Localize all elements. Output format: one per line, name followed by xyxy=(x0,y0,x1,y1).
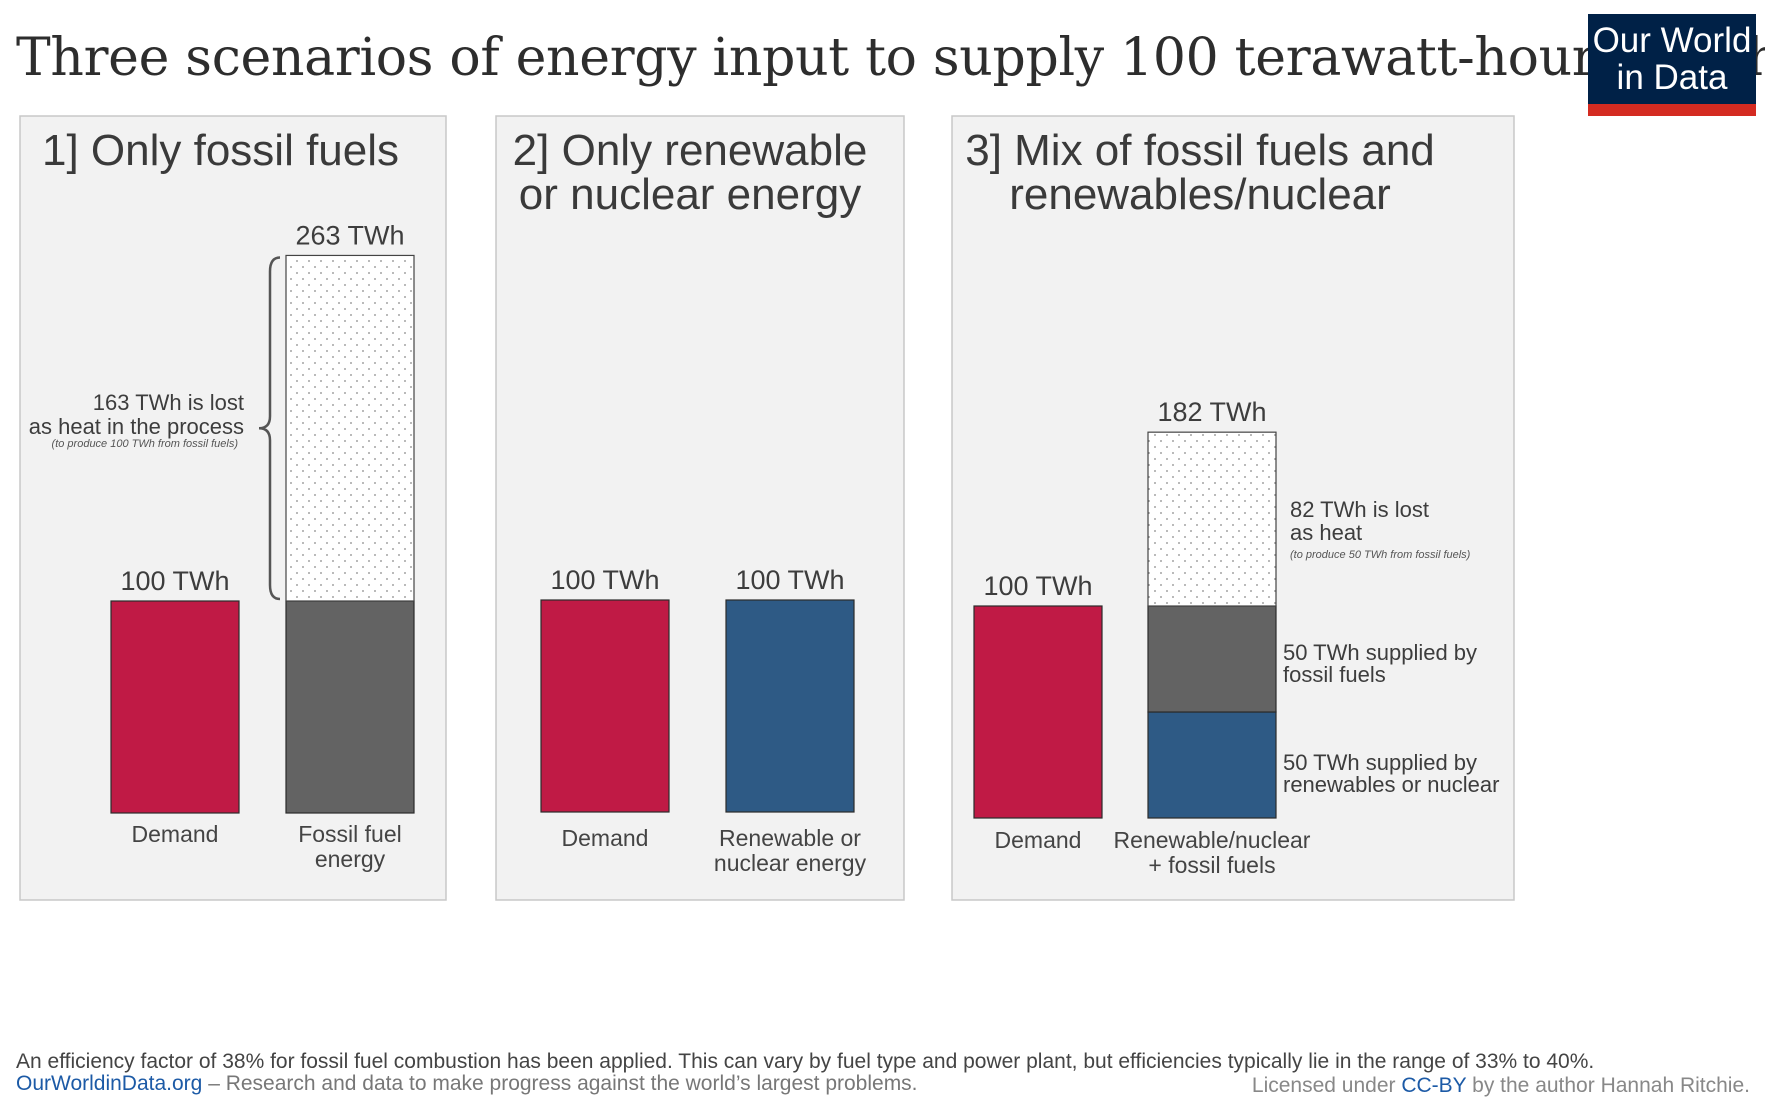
category-label: nuclear energy xyxy=(714,850,867,876)
category-label: + fossil fuels xyxy=(1148,852,1275,878)
loss-annotation-line: 163 TWh is lost xyxy=(93,390,244,415)
footer-source: OurWorldinData.org – Research and data t… xyxy=(16,1072,918,1096)
panel-2-title-line: or nuclear energy xyxy=(519,170,861,219)
panel-1-title-line: 1] Only fossil fuels xyxy=(42,126,399,175)
bar-segment-lost-as-heat xyxy=(1147,431,1277,607)
panel-3-title-line: 3] Mix of fossil fuels and xyxy=(965,126,1435,175)
loss-annotation-line: as heat in the process xyxy=(29,414,244,439)
footer-license: Licensed under CC-BY by the author Hanna… xyxy=(1252,1074,1750,1098)
bar-segment-demand xyxy=(540,599,670,813)
category-label: Demand xyxy=(132,821,219,847)
bar-total-label: 100 TWh xyxy=(120,566,229,596)
footer-tagline: – Research and data to make progress aga… xyxy=(202,1072,918,1095)
renewable-supply-annotation-line: 50 TWh supplied by xyxy=(1283,750,1477,775)
license-prefix: Licensed under xyxy=(1251,1074,1402,1097)
category-label: Renewable/nuclear xyxy=(1114,827,1311,853)
chart-title: Three scenarios of energy input to suppl… xyxy=(16,28,1765,88)
fossil-supply-annotation-line: fossil fuels xyxy=(1283,662,1386,687)
bar-total-label: 263 TWh xyxy=(295,220,404,250)
logo-line-1: Our World xyxy=(1592,21,1752,60)
loss-annotation-line: as heat xyxy=(1290,520,1362,545)
loss-annotation-note: (to produce 50 TWh from fossil fuels) xyxy=(1290,549,1471,561)
fossil-supply-annotation-line: 50 TWh supplied by xyxy=(1283,640,1477,665)
loss-brace xyxy=(258,256,281,601)
bar-segment-renewables-or-nuclear xyxy=(1147,711,1277,819)
bar-total-label: 100 TWh xyxy=(983,571,1092,601)
bar-segment-fossil-fuel-energy xyxy=(285,600,415,814)
license-link[interactable]: CC-BY xyxy=(1401,1074,1467,1097)
category-label: Renewable or xyxy=(719,825,861,851)
scenario-charts: 1] Only fossil fuels 100 TWh Demand 263 TWh… xyxy=(19,115,1515,901)
category-label: energy xyxy=(315,846,386,872)
renewable-supply-annotation-line: renewables or nuclear xyxy=(1283,772,1499,797)
bar-segment-demand xyxy=(110,600,240,814)
bar-total-label: 100 TWh xyxy=(735,565,844,595)
category-label: Demand xyxy=(562,825,649,851)
bar-segment-demand xyxy=(973,605,1103,819)
bar-segment-renewable-or-nuclear-energy xyxy=(725,599,855,813)
panel-3-title-line: renewables/nuclear xyxy=(1009,170,1391,219)
logo-line-2: in Data xyxy=(1616,58,1728,97)
loss-annotation-line: 82 TWh is lost xyxy=(1290,497,1429,522)
category-label: Demand xyxy=(995,827,1082,853)
footnote: An efficiency factor of 38% for fossil f… xyxy=(16,1050,1595,1073)
license-suffix: by the author Hannah Ritchie. xyxy=(1466,1074,1750,1097)
bar-total-label: 100 TWh xyxy=(550,565,659,595)
site-link[interactable]: OurWorldinData.org xyxy=(16,1072,203,1095)
panel-2-title-line: 2] Only renewable xyxy=(513,126,868,175)
bar-segment-lost-as-heat xyxy=(285,254,415,602)
category-label: Fossil fuel xyxy=(298,821,402,847)
owid-logo[interactable]: Our World in Data xyxy=(1588,14,1756,116)
loss-annotation-note: (to produce 100 TWh from fossil fuels) xyxy=(52,438,239,450)
bar-total-label: 182 TWh xyxy=(1157,397,1266,427)
bar-segment-fossil-fuels xyxy=(1147,605,1277,713)
